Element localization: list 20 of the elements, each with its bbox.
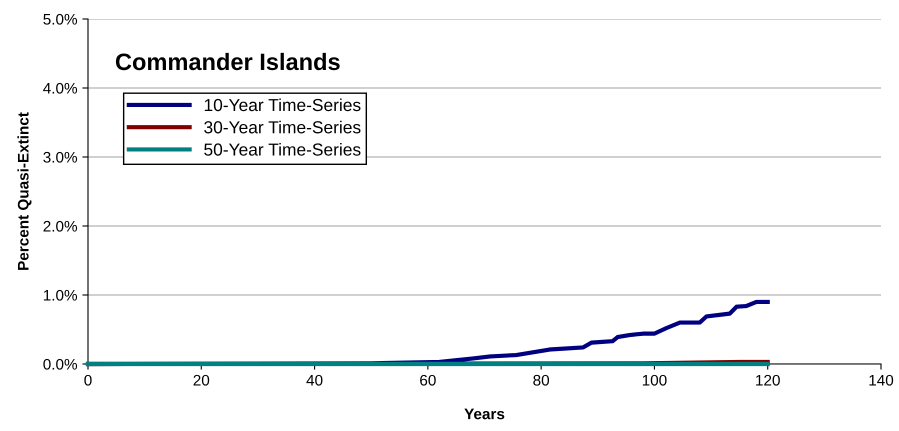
x-tick-label: 20 xyxy=(194,374,210,386)
x-tick-label: 100 xyxy=(642,374,667,386)
legend-label: 30-Year Time-Series xyxy=(204,120,360,134)
legend-label: 10-Year Time-Series xyxy=(204,98,360,112)
text: Commander Islands xyxy=(116,52,340,70)
x-tick-label: 0 xyxy=(84,374,92,386)
y-tick-label: 5.0% xyxy=(43,14,78,25)
y-tick-label: 2.0% xyxy=(44,220,78,232)
x-axis-title: Years xyxy=(464,408,504,420)
y-tick-label: 4.0% xyxy=(43,82,78,94)
x-tick-label: 60 xyxy=(420,374,436,386)
y-tick-label: 1.0% xyxy=(44,290,78,301)
x-tick-label: 120 xyxy=(756,374,780,386)
x-tick-label: 140 xyxy=(869,374,894,386)
y-tick-label: 0.0% xyxy=(43,358,78,370)
legend-label: 50-Year Time-Series xyxy=(204,142,360,156)
x-tick-label: 40 xyxy=(306,374,322,386)
x-tick-label: 80 xyxy=(533,374,550,386)
y-axis-title: Percent Quasi-Extinct xyxy=(17,112,32,270)
y-tick-label: 3.0% xyxy=(43,152,78,163)
